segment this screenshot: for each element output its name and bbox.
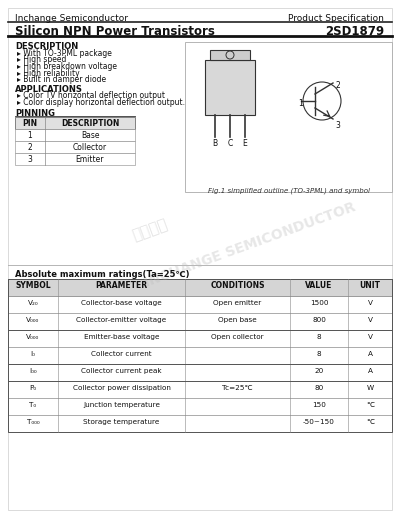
Bar <box>8 279 392 432</box>
Text: SYMBOL: SYMBOL <box>15 281 51 291</box>
Text: B: B <box>212 139 218 148</box>
Bar <box>8 347 392 364</box>
Text: ▸ Color display horizontal deflection output.: ▸ Color display horizontal deflection ou… <box>17 98 185 107</box>
Text: ℃: ℃ <box>366 419 374 425</box>
Text: PARAMETER: PARAMETER <box>96 281 148 291</box>
Text: 800: 800 <box>312 317 326 323</box>
Text: Emitter-base voltage: Emitter-base voltage <box>84 334 159 340</box>
Bar <box>8 364 392 381</box>
Text: UNIT: UNIT <box>360 281 380 291</box>
Bar <box>8 415 392 432</box>
Text: T₀₀₀: T₀₀₀ <box>27 419 39 425</box>
Bar <box>8 330 392 347</box>
Text: 8: 8 <box>317 334 321 340</box>
Text: -50~150: -50~150 <box>303 419 335 425</box>
Text: ▸ Color TV horizontal deflection output: ▸ Color TV horizontal deflection output <box>17 92 165 100</box>
Text: I₀: I₀ <box>30 351 36 357</box>
Bar <box>8 381 392 398</box>
Text: Collector: Collector <box>73 143 107 152</box>
Text: 3: 3 <box>335 121 340 130</box>
Text: A: A <box>368 351 372 357</box>
Text: PIN: PIN <box>22 119 38 127</box>
Text: V: V <box>368 317 372 323</box>
Text: 2: 2 <box>335 81 340 90</box>
Text: T₀: T₀ <box>30 402 36 408</box>
Text: Collector current: Collector current <box>91 351 152 357</box>
Text: ▸ With TO-3PML package: ▸ With TO-3PML package <box>17 49 112 58</box>
Bar <box>8 279 392 296</box>
Bar <box>15 117 135 128</box>
Text: VALUE: VALUE <box>305 281 333 291</box>
Bar <box>8 313 392 330</box>
Text: 3: 3 <box>28 155 32 164</box>
Text: Open collector: Open collector <box>211 334 264 340</box>
Text: 1500: 1500 <box>310 300 328 306</box>
Text: Collector power dissipation: Collector power dissipation <box>72 385 170 391</box>
Bar <box>185 42 392 192</box>
Bar <box>8 296 392 313</box>
Text: Collector-base voltage: Collector-base voltage <box>81 300 162 306</box>
Text: Open emitter: Open emitter <box>213 300 262 306</box>
Text: ▸ High reliability: ▸ High reliability <box>17 68 80 78</box>
Text: V: V <box>368 300 372 306</box>
Text: Product Specification: Product Specification <box>288 14 384 23</box>
Text: E: E <box>243 139 247 148</box>
Text: C: C <box>227 139 233 148</box>
Text: Emitter: Emitter <box>76 155 104 164</box>
Bar <box>15 140 135 152</box>
Text: V₂₀: V₂₀ <box>28 300 38 306</box>
Text: ▸ Built in damper diode: ▸ Built in damper diode <box>17 75 106 84</box>
Text: 8: 8 <box>317 351 321 357</box>
Text: APPLICATIONS: APPLICATIONS <box>15 84 83 94</box>
Text: Inchange Semiconductor: Inchange Semiconductor <box>15 14 128 23</box>
Text: Junction temperature: Junction temperature <box>83 402 160 408</box>
Text: ▸ High breakdown voltage: ▸ High breakdown voltage <box>17 62 117 71</box>
Text: 光山尴体: 光山尴体 <box>130 217 170 243</box>
Text: Storage temperature: Storage temperature <box>83 419 160 425</box>
Text: INCHANGE SEMICONDUCTOR: INCHANGE SEMICONDUCTOR <box>142 200 358 290</box>
Text: ℃: ℃ <box>366 402 374 408</box>
Text: V₀₀₀: V₀₀₀ <box>26 317 40 323</box>
Text: 150: 150 <box>312 402 326 408</box>
Bar <box>15 152 135 165</box>
Bar <box>210 50 250 60</box>
Text: Open base: Open base <box>218 317 257 323</box>
Text: V₀₀₀: V₀₀₀ <box>26 334 40 340</box>
Text: A: A <box>368 368 372 374</box>
Text: PINNING: PINNING <box>15 108 55 118</box>
Text: 1: 1 <box>298 99 303 108</box>
Text: 80: 80 <box>314 385 324 391</box>
Text: ▸ High speed: ▸ High speed <box>17 55 66 65</box>
Text: CONDITIONS: CONDITIONS <box>210 281 265 291</box>
Text: DESCRIPTION: DESCRIPTION <box>15 42 78 51</box>
Text: Absolute maximum ratings(Ta=25℃): Absolute maximum ratings(Ta=25℃) <box>15 270 190 279</box>
Text: V: V <box>368 334 372 340</box>
Text: Silicon NPN Power Transistors: Silicon NPN Power Transistors <box>15 25 215 38</box>
Text: 2SD1879: 2SD1879 <box>325 25 384 38</box>
Text: 1: 1 <box>28 131 32 140</box>
Bar <box>8 398 392 415</box>
Text: 20: 20 <box>314 368 324 374</box>
Text: Tc=25℃: Tc=25℃ <box>222 385 253 391</box>
Text: Collector current peak: Collector current peak <box>81 368 162 374</box>
Text: 2: 2 <box>28 143 32 152</box>
Text: Base: Base <box>81 131 99 140</box>
Text: Collector-emitter voltage: Collector-emitter voltage <box>76 317 167 323</box>
Bar <box>205 60 255 115</box>
Text: P₀: P₀ <box>30 385 36 391</box>
Bar <box>15 128 135 140</box>
Text: I₀₀: I₀₀ <box>29 368 37 374</box>
Text: W: W <box>366 385 374 391</box>
Text: Fig.1 simplified outline (TO-3PML) and symbol: Fig.1 simplified outline (TO-3PML) and s… <box>208 187 370 194</box>
Text: DESCRIPTION: DESCRIPTION <box>61 119 119 127</box>
